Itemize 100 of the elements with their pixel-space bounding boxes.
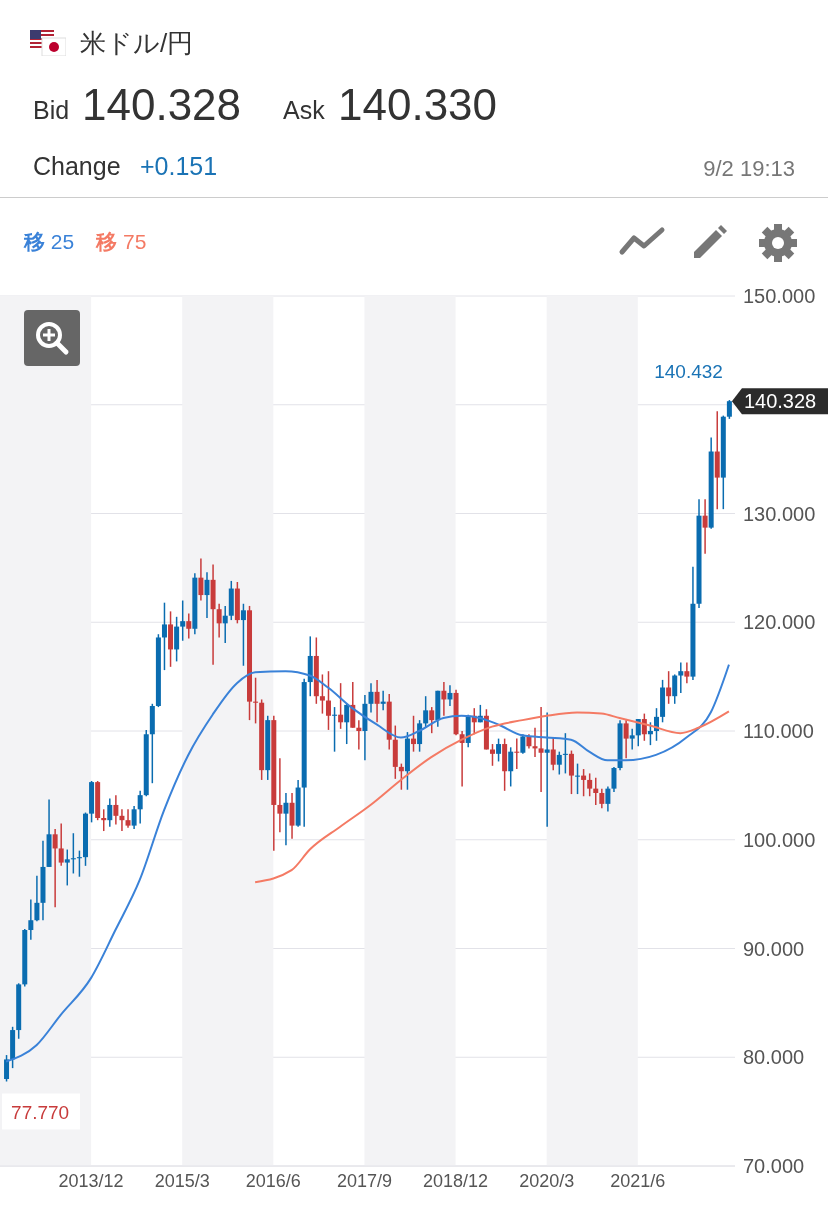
candlestick — [447, 684, 453, 707]
candlestick — [125, 808, 131, 829]
candlestick — [374, 679, 380, 724]
candlestick — [726, 399, 732, 420]
candlestick — [623, 719, 629, 759]
candlestick — [496, 737, 502, 763]
y-tick-label: 70.000 — [743, 1155, 805, 1178]
candlestick — [186, 612, 192, 640]
candlestick — [277, 757, 283, 833]
candlestick — [489, 743, 495, 767]
candlestick — [666, 670, 672, 705]
candlestick — [508, 746, 514, 788]
candlestick — [137, 790, 143, 825]
candlestick — [538, 706, 544, 793]
candlestick — [52, 828, 58, 908]
text: 140.328 — [82, 80, 242, 130]
candlestick — [216, 603, 222, 639]
text: Bid — [33, 96, 70, 125]
line-series — [254, 710, 730, 884]
candlestick — [64, 848, 70, 887]
y-tick-label: 90.000 — [743, 937, 805, 960]
candlestick — [161, 601, 167, 671]
x-tick-label: 2016/6 — [245, 1170, 301, 1191]
candlestick — [131, 805, 137, 830]
candlestick — [180, 599, 186, 642]
candlestick — [368, 682, 374, 714]
x-tick-label: 2017/9 — [336, 1170, 392, 1191]
x-tick-label: 2015/3 — [154, 1170, 210, 1191]
candlestick — [289, 792, 295, 840]
candlestick — [647, 721, 653, 746]
text: 140.330 — [338, 80, 498, 130]
annotation: 140.328 — [743, 390, 817, 413]
candlestick — [380, 690, 386, 712]
candlestick — [356, 719, 362, 751]
annotation: 140.432 — [654, 361, 723, 383]
candlestick — [325, 670, 331, 731]
text: +0.151 — [140, 152, 218, 181]
candlestick — [76, 849, 82, 878]
candlestick — [702, 498, 708, 555]
candlestick — [562, 732, 568, 775]
candlestick — [417, 719, 423, 753]
candlestick — [253, 676, 259, 725]
chart-title: 米ドル/円 — [80, 27, 194, 60]
candlestick — [319, 673, 325, 715]
candlestick — [58, 822, 64, 867]
candlestick — [222, 605, 228, 644]
candlestick — [411, 715, 417, 753]
candlestick — [556, 750, 562, 776]
y-tick-label: 80.000 — [743, 1046, 805, 1069]
candlestick — [514, 737, 520, 770]
candlestick — [204, 571, 210, 619]
candlestick — [423, 695, 429, 729]
candlestick — [629, 728, 635, 751]
y-tick-label: 150.000 — [743, 285, 816, 308]
candlestick — [283, 792, 289, 846]
candlestick — [70, 832, 76, 875]
candlestick — [587, 772, 593, 797]
text: Change — [33, 152, 121, 181]
x-tick-label: 2018/12 — [423, 1170, 489, 1191]
candlestick — [338, 682, 344, 730]
candlestick — [398, 762, 404, 791]
x-tick-label: 2020/3 — [519, 1170, 575, 1191]
candlestick — [678, 661, 684, 694]
candlestick — [34, 874, 40, 923]
candlestick — [4, 1054, 10, 1083]
candlestick — [429, 706, 435, 734]
candlestick — [550, 736, 556, 771]
candlestick — [119, 808, 125, 832]
candlestick — [568, 749, 574, 795]
x-tick-label: 2021/6 — [610, 1170, 666, 1191]
y-tick-label: 110.000 — [743, 720, 814, 743]
candlestick — [174, 616, 180, 663]
candlestick — [332, 706, 338, 753]
text: Ask — [283, 96, 325, 125]
candlestick — [198, 557, 204, 602]
y-tick-label: 100.000 — [743, 828, 816, 851]
candlestick — [344, 703, 350, 745]
y-tick-label: 130.000 — [743, 502, 816, 525]
candlestick — [599, 787, 605, 809]
candlestick — [240, 603, 246, 667]
candlestick — [605, 785, 611, 813]
candlestick — [28, 898, 34, 941]
text: 9/2 19:13 — [703, 156, 795, 182]
y-tick-label: 120.000 — [743, 611, 816, 634]
candlestick — [113, 794, 119, 826]
candlestick — [575, 762, 581, 795]
x-tick-label: 2013/12 — [58, 1170, 124, 1191]
candlestick — [101, 808, 107, 832]
candlestick — [544, 711, 550, 828]
candlestick — [611, 766, 617, 793]
candlestick — [441, 681, 447, 717]
candlestick — [581, 768, 587, 797]
candlestick — [520, 733, 526, 755]
candlestick — [532, 726, 538, 758]
candlestick — [593, 777, 599, 806]
candlestick — [684, 661, 690, 684]
text: 移 75 — [96, 229, 147, 255]
candlestick — [107, 797, 113, 828]
candlestick — [672, 673, 678, 705]
text: 移 25 — [24, 229, 75, 255]
